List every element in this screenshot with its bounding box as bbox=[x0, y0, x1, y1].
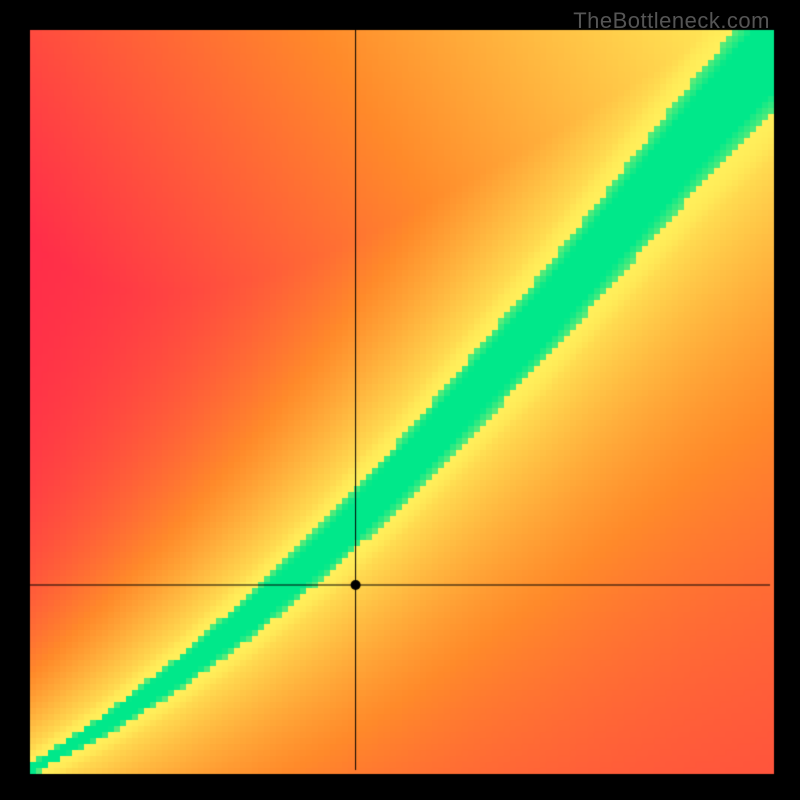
chart-container: TheBottleneck.com bbox=[0, 0, 800, 800]
watermark-text: TheBottleneck.com bbox=[573, 8, 770, 34]
bottleneck-heatmap bbox=[0, 0, 800, 800]
